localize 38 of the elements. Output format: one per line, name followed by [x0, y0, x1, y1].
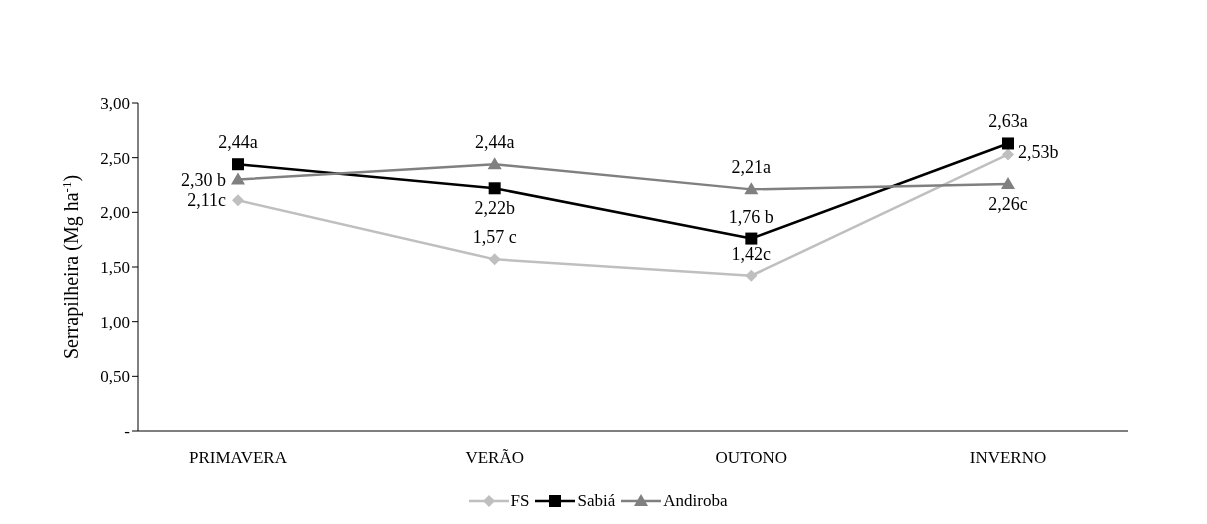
data-label: 2,21a: [731, 157, 772, 178]
data-label: 2,63a: [988, 111, 1028, 132]
x-tick-label: PRIMAVERA: [189, 448, 288, 468]
point: [232, 158, 244, 171]
legend-label: Sabiá: [577, 491, 616, 511]
data-label: 2,30 b: [181, 169, 226, 190]
data-label: 1,42c: [731, 243, 772, 264]
point: [745, 269, 758, 282]
point: [231, 172, 245, 185]
data-label: 2,22b: [474, 198, 515, 219]
data-label: 2,44a: [474, 132, 515, 153]
y-tick-label: 3,00: [100, 94, 130, 114]
legend-label: FS: [510, 491, 530, 511]
point: [745, 232, 758, 245]
point: [1001, 176, 1015, 189]
x-tick-label: OUTONO: [715, 448, 788, 468]
legend-label: Andiroba: [663, 491, 728, 511]
x-tick-label: INVERNO: [969, 448, 1047, 468]
y-tick-label: 0,50: [100, 367, 130, 387]
point: [1002, 148, 1014, 161]
point: [487, 157, 502, 170]
data-label: 2,53b: [1018, 142, 1059, 163]
point: [744, 182, 759, 195]
x-tick-label: VERÃO: [465, 448, 524, 468]
y-tick-label: 2,50: [100, 148, 130, 168]
y-tick-label: 2,00: [100, 203, 130, 223]
data-label: 1,57 c: [472, 227, 517, 248]
point: [232, 194, 244, 207]
data-label: 1,76 b: [728, 206, 774, 227]
point: [488, 182, 501, 195]
point: [1002, 137, 1014, 150]
data-label: 2,26c: [988, 193, 1028, 214]
y-tick-label: 1,00: [100, 312, 130, 332]
data-label: 2,44a: [218, 132, 258, 153]
point: [488, 253, 501, 266]
y-tick-label: 1,50: [100, 258, 130, 278]
y-tick-label: -: [124, 422, 131, 442]
data-label: 2,11c: [187, 190, 226, 211]
